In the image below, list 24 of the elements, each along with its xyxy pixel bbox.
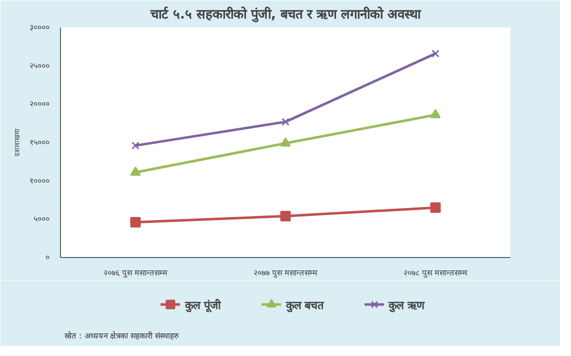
y-tick-label: ० bbox=[46, 253, 50, 262]
point bbox=[430, 108, 441, 118]
point bbox=[432, 50, 440, 58]
text: स्रोत : अध्ययन क्षेत्रका सहकारी संस्थाहरु bbox=[64, 330, 179, 340]
chart-title: चार्ट ५.५ सहकारीको पुंजी, बचत र ऋण लगानीको अवस्था bbox=[149, 6, 422, 22]
point bbox=[430, 202, 441, 213]
legend-label: कुल ऋण bbox=[388, 298, 425, 312]
y-tick-label: ५००० bbox=[34, 214, 50, 224]
y-tick-label: २०००० bbox=[30, 100, 50, 109]
point bbox=[280, 137, 291, 147]
legend-label: कुल पूंजी bbox=[185, 298, 221, 312]
point bbox=[282, 118, 290, 126]
point bbox=[130, 166, 141, 176]
x-tick-label: २०७७ पुस मसान्तसम्म bbox=[253, 268, 318, 278]
y-tick-label: १०००० bbox=[30, 176, 50, 186]
point bbox=[130, 216, 141, 228]
y-tick-label: २५००० bbox=[30, 61, 50, 70]
legend-label: कुल बचत bbox=[286, 298, 324, 312]
point bbox=[132, 142, 140, 150]
point bbox=[280, 210, 291, 222]
x-tick-label: २०७८ पुस मसान्तसम्म bbox=[403, 268, 468, 278]
x-tick-label: २०७६ पुस मसान्तसम्म bbox=[103, 268, 168, 278]
y-tick-label: ३०००० bbox=[30, 23, 50, 32]
y-tick-label: १५००० bbox=[30, 138, 50, 147]
